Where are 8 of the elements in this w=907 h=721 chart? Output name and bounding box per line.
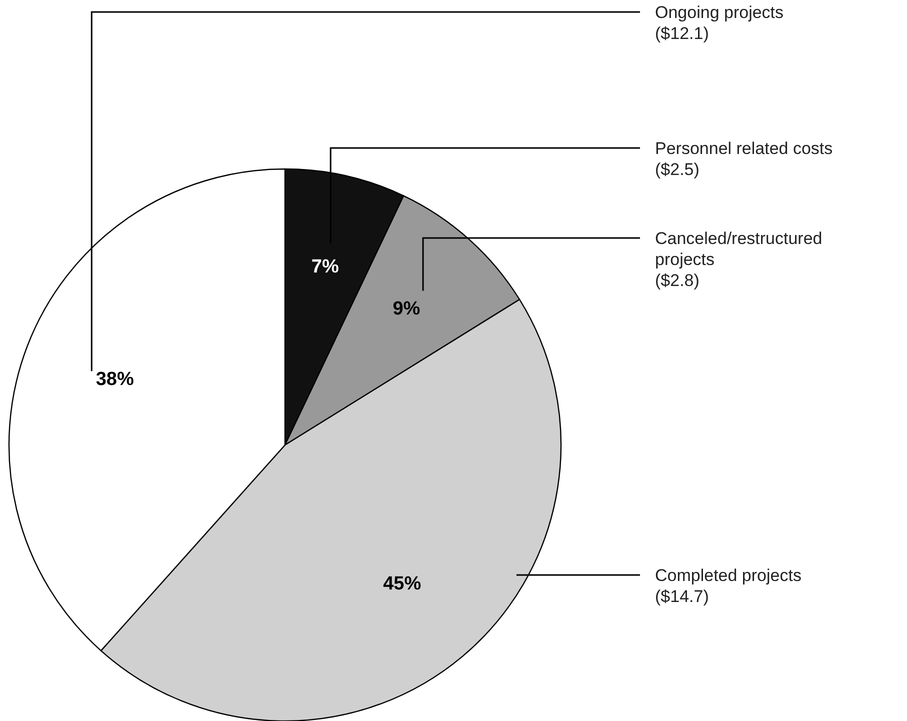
data-label: 38% <box>96 369 134 390</box>
data-label: 7% <box>311 256 339 278</box>
data-label: 45% <box>383 574 422 595</box>
slice-label: Canceled/restructured projects ($2.8) <box>655 229 822 290</box>
data-label: 9% <box>392 298 420 320</box>
slice-label: Completed projects ($14.7) <box>655 566 802 606</box>
slice-label: Ongoing projects ($12.1) <box>655 3 784 43</box>
slice-label: Personnel related costs ($2.5) <box>655 139 833 179</box>
